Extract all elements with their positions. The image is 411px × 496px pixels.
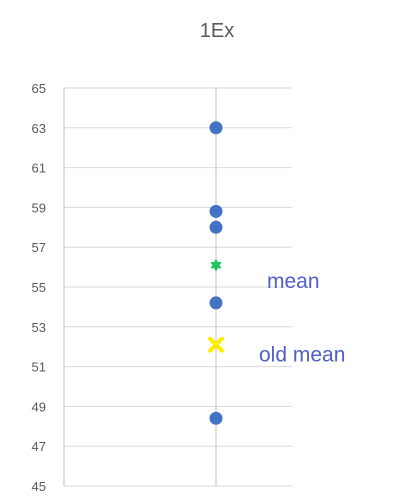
data-point-circle-1 (209, 204, 223, 218)
data-point-circle-3 (209, 296, 223, 310)
annotation-label: old mean (259, 344, 345, 367)
annotation-label: mean (267, 270, 320, 293)
y-tick-label: 65 (32, 81, 46, 96)
y-tick-label: 49 (32, 399, 46, 414)
data-point-circle-4 (209, 411, 223, 425)
gridlines (64, 87, 292, 487)
y-tick-label: 47 (32, 439, 46, 454)
y-tick-label: 57 (32, 240, 46, 255)
data-points (208, 121, 224, 425)
data-point-star-0 (210, 258, 222, 272)
y-tick-label: 59 (32, 200, 46, 215)
y-tick-label: 45 (32, 479, 46, 494)
y-tick-label: 53 (32, 320, 46, 335)
y-tick-label: 55 (32, 280, 46, 295)
chart-title: 1Ex (200, 20, 234, 42)
data-point-circle-2 (209, 220, 223, 234)
y-tick-labels: 45 47 49 51 53 55 57 59 61 63 65 (32, 81, 46, 494)
data-point-circle-0 (209, 121, 223, 135)
y-tick-label: 61 (32, 161, 46, 176)
data-point-x-0 (208, 336, 224, 353)
y-tick-label: 51 (32, 360, 46, 375)
annotations: mean old mean (259, 270, 345, 367)
y-tick-label: 63 (32, 121, 46, 136)
